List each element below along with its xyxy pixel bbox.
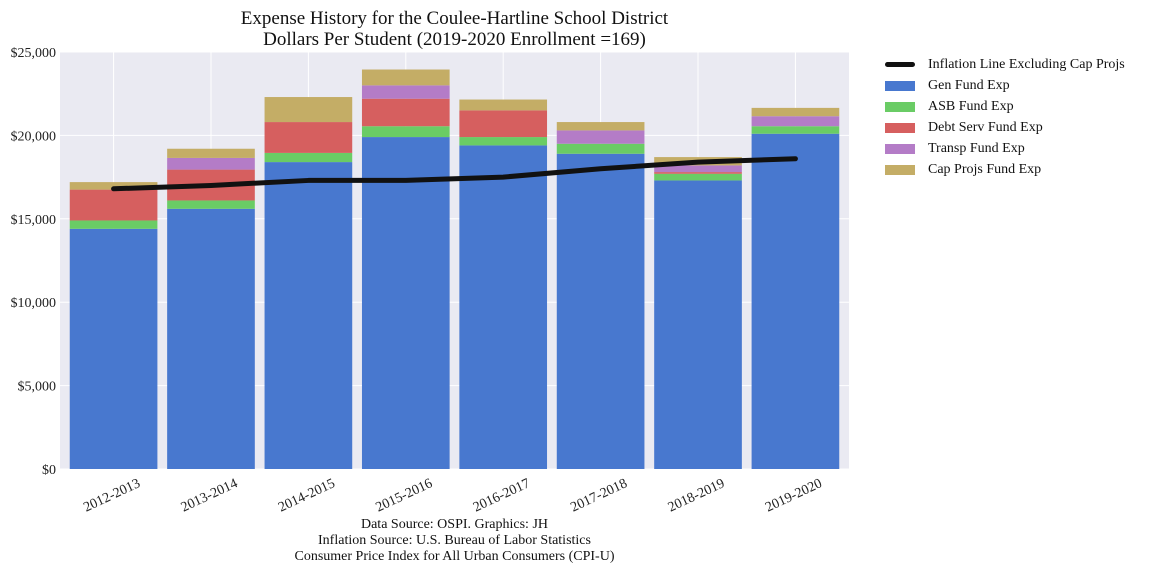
bar-asb-fund-exp <box>751 126 840 134</box>
x-tick-label: 2013-2014 <box>179 476 240 515</box>
x-tick-label: 2018-2019 <box>666 476 727 515</box>
bar-gen-fund-exp <box>167 208 255 470</box>
bar-transp-fund-exp <box>654 165 742 173</box>
chart-title-line2: Dollars Per Student (2019-2020 Enrollmen… <box>263 29 646 50</box>
bar-debt-serv-fund-exp <box>264 122 353 153</box>
source-line2: Inflation Source: U.S. Bureau of Labor S… <box>318 533 591 548</box>
legend-item: Debt Serv Fund Exp <box>885 117 1125 138</box>
bar-asb-fund-exp <box>654 173 742 181</box>
legend-label: Cap Projs Fund Exp <box>928 161 1042 177</box>
legend-label: ASB Fund Exp <box>928 98 1014 114</box>
bar-asb-fund-exp <box>167 200 255 209</box>
bar-cap-projs-fund-exp <box>167 148 255 158</box>
y-tick-label: $15,000 <box>11 213 57 228</box>
x-tick-label: 2017-2018 <box>568 476 629 515</box>
legend-label: Gen Fund Exp <box>928 77 1010 93</box>
bar-gen-fund-exp <box>751 133 840 469</box>
legend-item: Transp Fund Exp <box>885 138 1125 159</box>
bar-cap-projs-fund-exp <box>264 97 353 123</box>
y-tick-label: $20,000 <box>11 129 57 144</box>
bar-debt-serv-fund-exp <box>361 98 450 127</box>
legend-label: Debt Serv Fund Exp <box>928 119 1043 135</box>
source-line1: Data Source: OSPI. Graphics: JH <box>360 517 549 532</box>
bar-gen-fund-exp <box>361 137 450 469</box>
legend-swatch <box>885 164 915 175</box>
bar-transp-fund-exp <box>556 130 645 144</box>
bar-transp-fund-exp <box>361 85 450 99</box>
legend-swatch <box>885 62 915 67</box>
x-tick-label: 2014-2015 <box>276 476 337 515</box>
bar-cap-projs-fund-exp <box>556 122 645 131</box>
chart-title: Expense History for the Coulee-Hartline … <box>60 8 849 50</box>
chart-legend: Inflation Line Excluding Cap Projs Gen Fu… <box>885 54 1125 180</box>
bar-transp-fund-exp <box>751 116 840 127</box>
y-tick-label: $0 <box>42 463 56 478</box>
bar-asb-fund-exp <box>361 126 450 138</box>
bar-gen-fund-exp <box>556 153 645 470</box>
legend-swatch <box>885 101 915 112</box>
bar-debt-serv-fund-exp <box>69 189 158 221</box>
bar-cap-projs-fund-exp <box>751 107 840 117</box>
legend-item: ASB Fund Exp <box>885 96 1125 117</box>
legend-item: Inflation Line Excluding Cap Projs <box>885 54 1125 75</box>
bar-asb-fund-exp <box>459 137 548 146</box>
bar-debt-serv-fund-exp <box>654 172 742 174</box>
legend-item: Gen Fund Exp <box>885 75 1125 96</box>
y-tick-label: $5,000 <box>18 380 57 395</box>
bar-asb-fund-exp <box>264 152 353 163</box>
legend-item: Cap Projs Fund Exp <box>885 159 1125 180</box>
legend-label: Inflation Line Excluding Cap Projs <box>928 56 1125 72</box>
inflation-line <box>111 156 798 192</box>
bar-gen-fund-exp <box>654 180 742 469</box>
bar-asb-fund-exp <box>556 143 645 154</box>
bar-gen-fund-exp <box>69 228 158 469</box>
legend-label: Transp Fund Exp <box>928 140 1025 156</box>
bar-debt-serv-fund-exp <box>459 110 548 138</box>
bar-cap-projs-fund-exp <box>69 182 158 190</box>
bar-transp-fund-exp <box>167 157 255 170</box>
source-line3: Consumer Price Index for All Urban Consu… <box>294 549 615 564</box>
source-notes: Data Source: OSPI. Graphics: JH Inflatio… <box>60 517 849 565</box>
x-tick-label: 2016-2017 <box>471 476 532 515</box>
legend-swatch <box>885 80 915 91</box>
bar-gen-fund-exp <box>264 162 353 469</box>
bar-cap-projs-fund-exp <box>361 69 450 86</box>
x-tick-label: 2012-2013 <box>81 476 142 515</box>
bar-cap-projs-fund-exp <box>459 99 548 111</box>
chart-title-line1: Expense History for the Coulee-Hartline … <box>240 8 669 29</box>
x-tick-label: 2019-2020 <box>763 476 824 515</box>
legend-swatch <box>885 122 915 133</box>
y-tick-label: $10,000 <box>11 296 57 311</box>
bar-gen-fund-exp <box>459 145 548 469</box>
legend-swatch <box>885 143 915 154</box>
y-tick-label: $25,000 <box>11 46 57 61</box>
bar-asb-fund-exp <box>69 220 158 229</box>
x-tick-label: 2015-2016 <box>374 476 435 515</box>
